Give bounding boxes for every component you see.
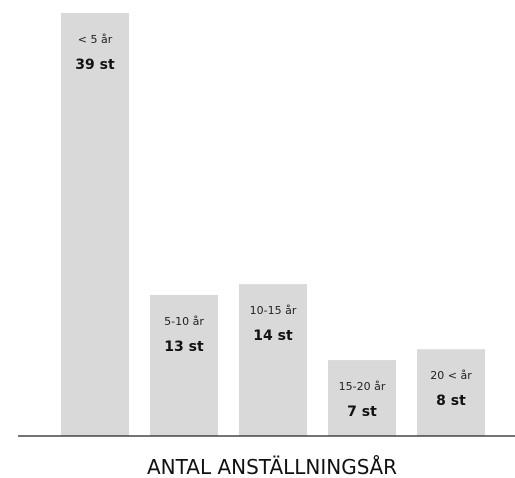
bar-value-label: 7 st: [347, 404, 377, 420]
bar-value-label: 13 st: [164, 339, 204, 355]
bar: [150, 295, 218, 436]
bar-value-label: 39 st: [75, 57, 115, 73]
bar-category-label: 15-20 år: [339, 380, 386, 393]
bar: [239, 284, 307, 436]
bar-category-label: 5-10 år: [164, 315, 204, 328]
bar-category-label: < 5 år: [78, 33, 113, 46]
bar: [417, 349, 485, 436]
bar: [61, 13, 129, 436]
bars-group: < 5 år 39 st 5-10 år 13 st 10-15 år 14 st 15-2…: [61, 13, 485, 436]
x-axis-title: ANTAL ANSTÄLLNINGSÅR: [147, 455, 397, 478]
bar: [328, 360, 396, 436]
bar-category-label: 10-15 år: [250, 304, 297, 317]
bar-category-label: 20 < år: [430, 369, 472, 382]
bar-value-label: 14 st: [253, 328, 293, 344]
bar-value-label: 8 st: [436, 393, 466, 409]
